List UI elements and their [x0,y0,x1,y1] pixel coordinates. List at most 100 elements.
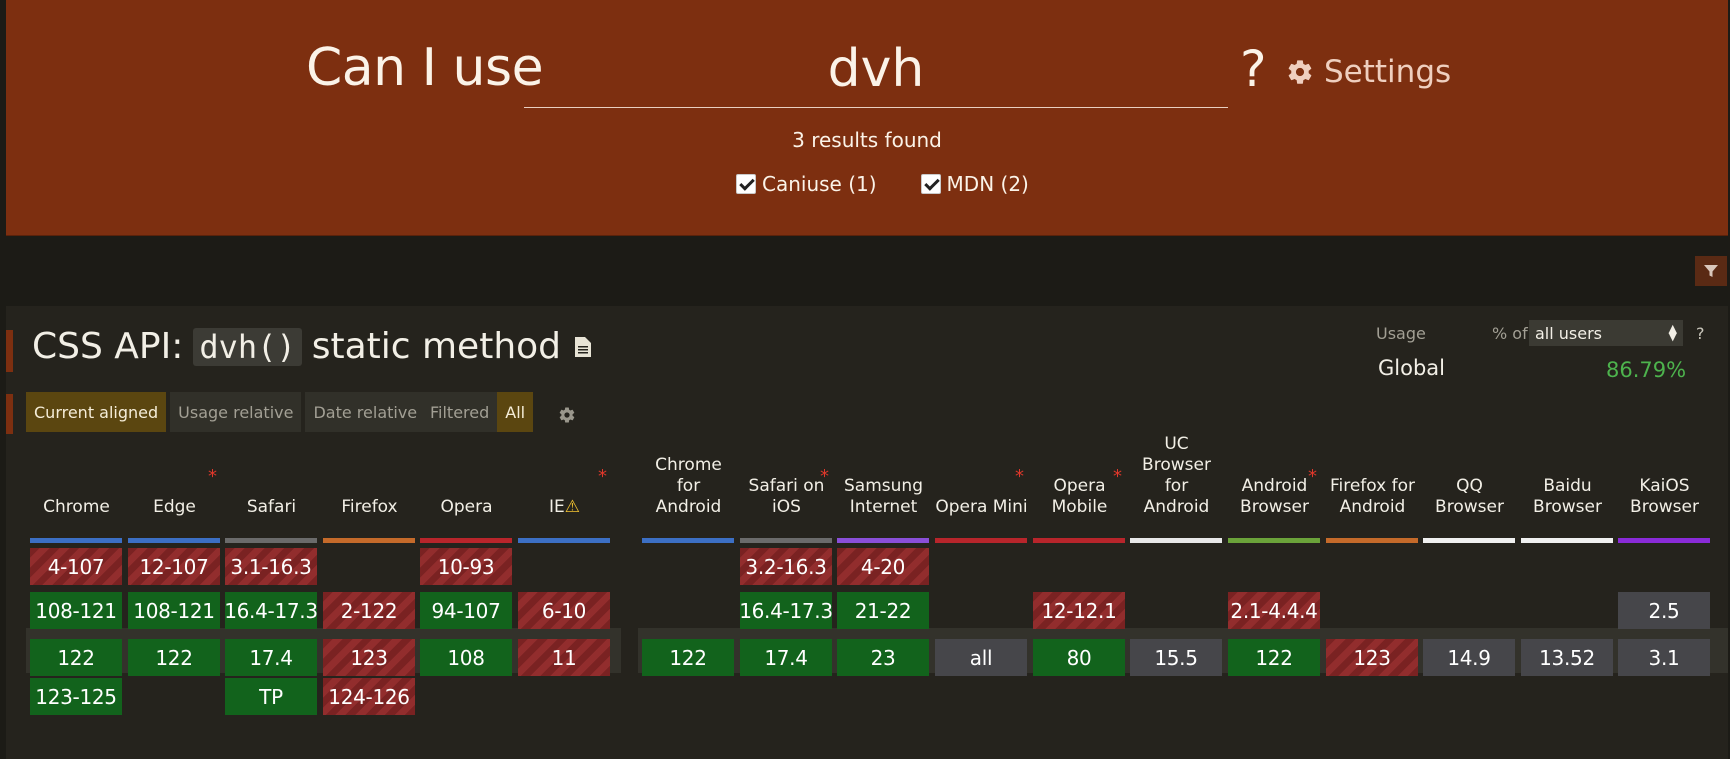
support-cell[interactable]: 2.5 [1618,592,1710,629]
browser-header-firefox-for-android[interactable]: Firefox for Android [1326,434,1419,524]
gear-icon [1288,60,1312,84]
support-cell[interactable]: 17.4 [225,639,317,676]
browser-header-baidu-browser[interactable]: Baidu Browser [1521,454,1614,524]
note-star-icon: * [1308,466,1317,487]
results-count: 3 results found [792,128,942,152]
support-cell[interactable]: all [935,639,1027,676]
browser-header-safari[interactable]: Safari [225,454,318,524]
support-cell[interactable]: 3.1 [1618,639,1710,676]
tab-date-relative[interactable]: Date relative [305,392,426,432]
browser-color-bar [323,538,415,543]
browser-name: Firefox [341,497,398,517]
filter-caniuse[interactable]: Caniuse (1) [736,172,877,196]
support-cell[interactable]: 80 [1033,639,1125,676]
support-cell[interactable]: 94-107 [420,592,512,629]
support-cell[interactable]: 11 [518,639,610,676]
browser-header-kaios-browser[interactable]: KaiOS Browser [1618,454,1711,524]
browser-color-bar [740,538,832,543]
tab-all[interactable]: All [497,392,534,432]
support-cell[interactable]: 108 [420,639,512,676]
checkbox-checked-icon[interactable] [736,174,756,194]
support-cell[interactable]: 12-12.1 [1033,592,1125,629]
tab-filtered[interactable]: Filtered [422,392,498,432]
filter-caniuse-label: Caniuse (1) [762,172,877,196]
support-cell[interactable]: 4-107 [30,548,122,585]
support-cell[interactable]: 12-107 [128,548,220,585]
support-cell[interactable]: 14.9 [1423,639,1515,676]
search-input[interactable] [524,30,1228,107]
support-cell[interactable]: 2.1-4.4.4 [1228,592,1320,629]
support-cell[interactable]: 21-22 [837,592,929,629]
support-cell[interactable]: 4-20 [837,548,929,585]
title-accent [6,330,13,372]
browser-header-opera[interactable]: Opera [420,454,513,524]
browser-header-ie[interactable]: IE ⚠ * [518,454,611,524]
feature-title-prefix: CSS API: [32,326,184,367]
support-cell[interactable]: 122 [128,639,220,676]
support-cell[interactable]: 6-10 [518,592,610,629]
browser-color-bar [30,538,122,543]
note-star-icon: * [1113,466,1122,487]
help-question-mark[interactable]: ? [1240,40,1267,98]
browser-name: Opera Mobile [1051,476,1108,517]
support-cell[interactable]: 3.1-16.3 [225,548,317,585]
browser-header-safari-on-ios[interactable]: Safari on iOS * [740,454,833,524]
settings-button[interactable]: Settings [1286,52,1451,92]
browser-color-bar [1326,538,1418,543]
browser-header-chrome[interactable]: Chrome [30,454,123,524]
feature-title-suffix: static method [311,326,562,367]
support-cell[interactable]: 123 [1326,639,1418,676]
support-cell[interactable]: 122 [642,639,734,676]
support-cell[interactable]: 16.4-17.3 [739,592,833,629]
browser-name: KaiOS Browser [1630,476,1699,517]
tab-current-aligned[interactable]: Current aligned [26,392,167,432]
users-select[interactable]: all users ▲ ▼ [1529,320,1683,346]
browser-header-uc-browser-for-android[interactable]: UC Browser for Android [1130,434,1223,524]
feature-panel: CSS API: dvh() static method Usage % of … [6,306,1728,759]
browser-header-edge[interactable]: Edge * [128,454,221,524]
browser-name: Safari [246,497,297,517]
browser-name: Chrome for Android [655,455,722,517]
support-cell[interactable]: 13.52 [1521,639,1613,676]
search-field[interactable] [524,30,1228,108]
support-cell[interactable]: 124-126 [323,678,415,715]
support-cell[interactable]: TP [225,678,317,715]
support-cell[interactable]: 23 [837,639,929,676]
support-cell[interactable]: 17.4 [740,639,832,676]
checkbox-checked-icon[interactable] [920,174,941,194]
users-select-value: all users [1535,323,1603,343]
browser-name: Opera Mini [935,497,1028,517]
support-cell[interactable]: 16.4-17.3 [224,592,318,629]
support-cell[interactable]: 122 [1228,639,1320,676]
usage-help[interactable]: ? [1696,324,1705,343]
feature-title: CSS API: dvh() static method [32,326,592,367]
browser-header-opera-mini[interactable]: Opera Mini * [935,454,1028,524]
browser-name: UC Browser for Android [1142,434,1211,517]
browser-name: Firefox for Android [1329,476,1416,517]
support-cell[interactable]: 10-93 [420,548,512,585]
source-filters: Caniuse (1) MDN (2) [736,172,1029,196]
support-cell[interactable]: 108-121 [128,592,220,629]
browser-header-samsung-internet[interactable]: Samsung Internet [837,434,930,524]
support-cell[interactable]: 15.5 [1130,639,1222,676]
gear-icon[interactable] [558,406,576,424]
browser-header-firefox[interactable]: Firefox [323,454,416,524]
filter-mdn-label: MDN (2) [946,172,1029,196]
filter-toggle-button[interactable] [1695,256,1727,286]
support-cell[interactable]: 108-121 [30,592,122,629]
support-cell[interactable]: 123 [323,639,415,676]
support-cell[interactable]: 122 [30,639,122,676]
document-icon[interactable] [575,336,592,357]
tab-usage-relative[interactable]: Usage relative [170,392,302,432]
browser-header-qq-browser[interactable]: QQ Browser [1423,454,1516,524]
note-star-icon: * [1015,466,1024,487]
browser-header-chrome-for-android[interactable]: Chrome for Android [642,434,735,524]
support-cell[interactable]: 123-125 [30,678,122,715]
filter-mdn[interactable]: MDN (2) [920,172,1029,196]
browser-header-android-browser[interactable]: Android Browser * [1228,434,1321,524]
browser-name: Chrome [43,497,110,517]
support-cell[interactable]: 2-122 [323,592,415,629]
support-cell[interactable]: 3.2-16.3 [740,548,832,585]
browser-header-opera-mobile[interactable]: Opera Mobile * [1033,454,1126,524]
browser-name: QQ Browser [1435,476,1504,517]
